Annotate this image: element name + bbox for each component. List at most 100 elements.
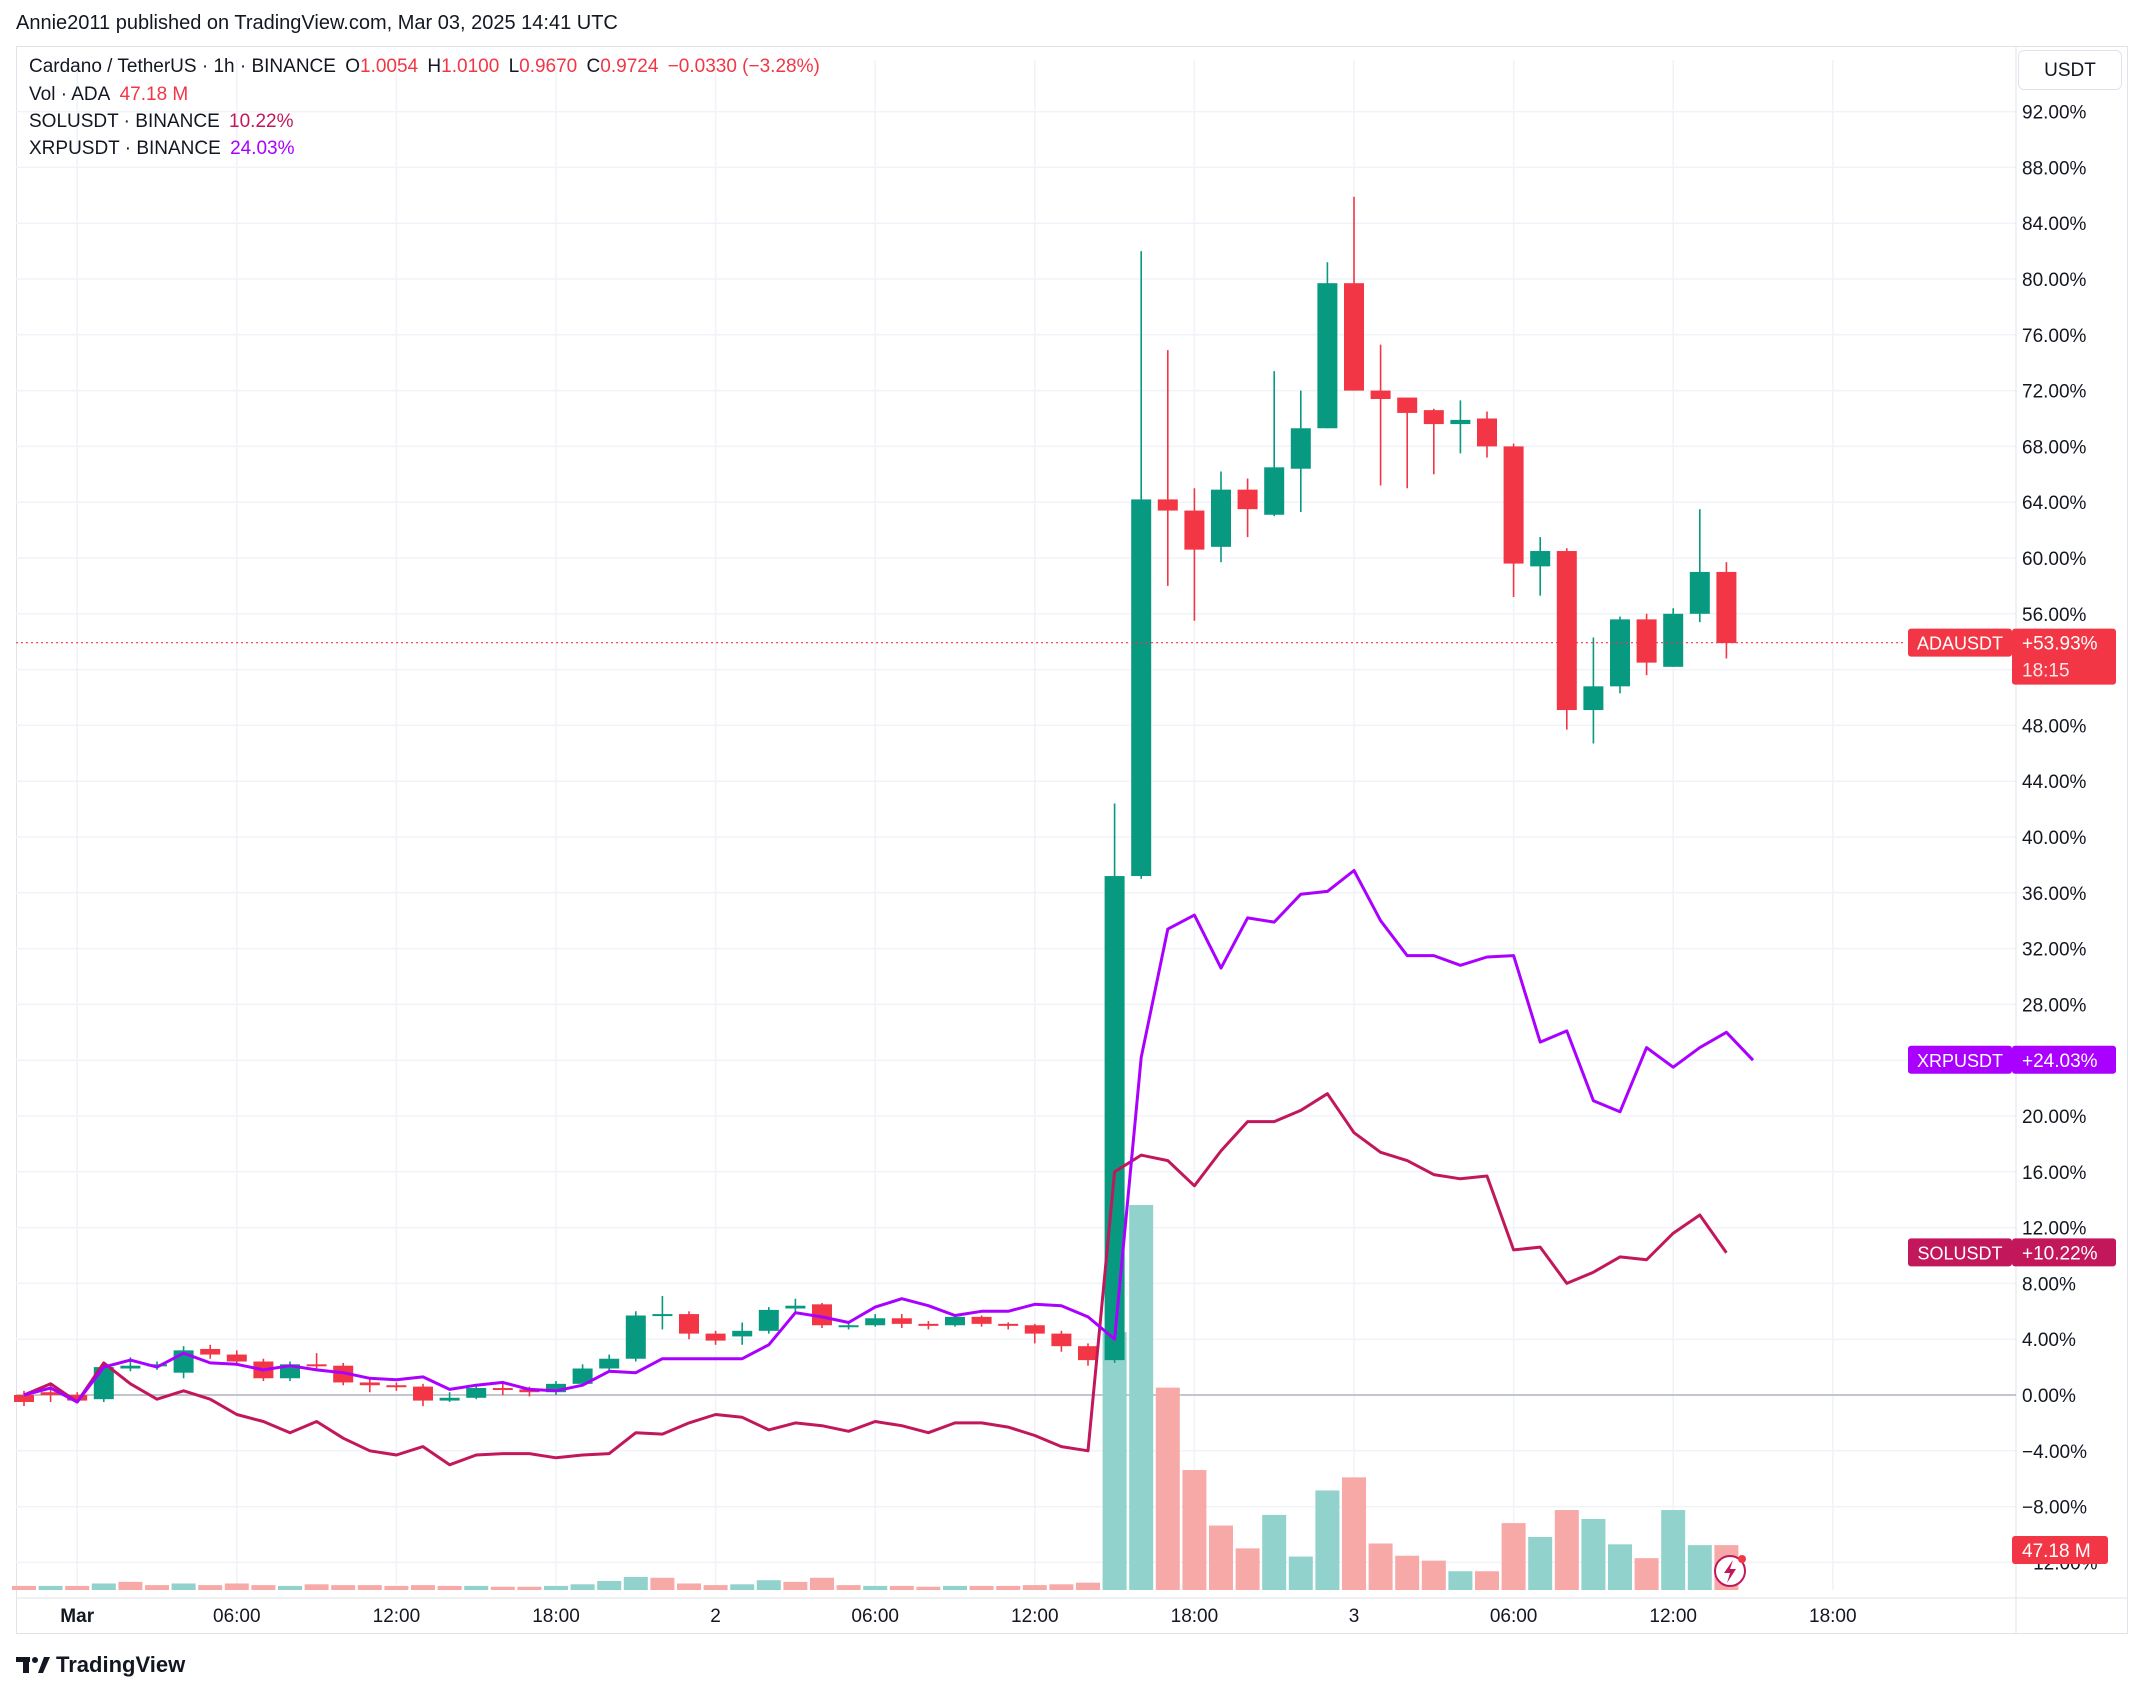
tag-name-xrpusdt xyxy=(1908,1045,2012,1074)
tag-value-label: +53.93% xyxy=(2022,634,2098,655)
volume-bar xyxy=(1395,1555,1420,1590)
candle-body xyxy=(865,1318,886,1326)
candle-body xyxy=(1237,489,1258,510)
x-tick-label: 06:00 xyxy=(1490,1606,1538,1627)
volume-bar xyxy=(251,1585,276,1590)
candle-body xyxy=(1503,446,1524,564)
candle-body xyxy=(785,1305,806,1309)
legend-xrp-label[interactable]: XRPUSDT · BINANCE xyxy=(29,138,221,159)
candle-body xyxy=(1663,613,1684,667)
y-tick-label: 76.00% xyxy=(2022,326,2087,347)
candle-body xyxy=(466,1388,487,1398)
y-tick-label: 80.00% xyxy=(2022,270,2087,291)
legend-sol-label[interactable]: SOLUSDT · BINANCE xyxy=(29,111,220,132)
legend-close-value: 0.9724 xyxy=(600,56,659,77)
y-tick-label: −8.00% xyxy=(2022,1498,2087,1519)
series-line-solusdt xyxy=(23,1092,1728,1467)
volume-bar xyxy=(490,1586,515,1590)
volume-bar xyxy=(145,1585,169,1590)
y-tick-label: 48.00% xyxy=(2022,716,2087,737)
candle-body xyxy=(226,1354,247,1362)
candle-body xyxy=(1636,619,1657,663)
x-tick-label: Mar xyxy=(60,1606,94,1627)
volume-axis-tag xyxy=(2012,1536,2108,1564)
volume-bar xyxy=(1368,1543,1393,1590)
currency-unit-button[interactable]: USDT xyxy=(2018,50,2122,90)
candle-body xyxy=(200,1348,221,1355)
y-tick-label: 56.00% xyxy=(2022,605,2087,626)
legend-open-label: O xyxy=(345,56,361,77)
candle-body xyxy=(599,1358,620,1369)
volume-bar xyxy=(437,1585,462,1590)
tag-name-label: SOLUSDT xyxy=(1917,1243,2002,1263)
candle-body xyxy=(652,1314,673,1317)
volume-bar xyxy=(411,1585,435,1590)
volume-bar xyxy=(1022,1585,1047,1590)
volume-bar xyxy=(863,1585,888,1590)
volume-bar xyxy=(730,1584,755,1590)
legend-high-label: H xyxy=(427,56,442,77)
volume-bar xyxy=(756,1580,781,1590)
legend-open-value: 1.0054 xyxy=(360,56,419,77)
y-tick-label: 92.00% xyxy=(2022,103,2087,124)
volume-bar xyxy=(943,1585,967,1590)
volume-bar xyxy=(464,1585,489,1590)
volume-bar xyxy=(836,1585,861,1590)
volume-bar xyxy=(1581,1519,1606,1590)
candle-body xyxy=(732,1330,753,1337)
y-tick-label: 36.00% xyxy=(2022,884,2087,905)
y-tick-label: 20.00% xyxy=(2022,1107,2087,1128)
volume-bar xyxy=(91,1583,116,1590)
volume-bar xyxy=(1315,1490,1340,1590)
volume-axis-tag-label: 47.18 M xyxy=(2022,1541,2091,1562)
candle-body xyxy=(1344,283,1364,391)
candle-body xyxy=(1397,397,1418,413)
candle-body xyxy=(1078,1346,1098,1361)
legend-symbol[interactable]: Cardano / TetherUS · 1h · BINANCE xyxy=(29,56,336,77)
tag-value-label: +10.22% xyxy=(2022,1243,2098,1264)
volume-bar xyxy=(996,1585,1021,1590)
x-tick-label: 12:00 xyxy=(1011,1606,1059,1627)
legend-change: −0.0330 (−3.28%) xyxy=(667,56,820,77)
volume-bar xyxy=(12,1585,36,1590)
volume-bar xyxy=(570,1584,595,1590)
volume-bar xyxy=(677,1583,701,1590)
candle-body xyxy=(625,1315,646,1359)
tradingview-logo[interactable]: TradingView xyxy=(16,1652,185,1678)
candle-body xyxy=(359,1382,380,1386)
candle-body xyxy=(1450,419,1471,425)
volume-bar xyxy=(1129,1205,1154,1590)
candle-body xyxy=(679,1314,699,1334)
candle-body xyxy=(1290,428,1311,469)
chart-frame[interactable] xyxy=(16,46,2128,1634)
candle-body xyxy=(1211,489,1231,547)
candle-body xyxy=(891,1318,912,1324)
notification-dot xyxy=(1738,1555,1746,1563)
volume-bar xyxy=(1661,1510,1686,1590)
candle-body xyxy=(306,1364,327,1367)
volume-bar xyxy=(1528,1536,1553,1590)
y-tick-label: 72.00% xyxy=(2022,382,2087,403)
candle-body xyxy=(1689,571,1710,614)
candle-body xyxy=(705,1333,726,1341)
volume-bar xyxy=(650,1577,675,1590)
volume-bar xyxy=(224,1583,249,1590)
y-tick-label: 8.00% xyxy=(2022,1274,2076,1295)
volume-bar xyxy=(198,1585,223,1590)
candle-body xyxy=(492,1388,513,1391)
y-tick-label: 88.00% xyxy=(2022,158,2087,179)
candle-body xyxy=(1477,418,1497,447)
volume-bar xyxy=(623,1576,648,1590)
series-line-xrpusdt xyxy=(23,869,1755,1404)
tag-name-label: ADAUSDT xyxy=(1917,634,2003,654)
tag-value-xrpusdt xyxy=(2012,1045,2116,1074)
y-tick-label: 64.00% xyxy=(2022,493,2087,514)
tradingview-logo-text: TradingView xyxy=(56,1652,186,1677)
candle-body xyxy=(572,1368,593,1384)
volume-bar xyxy=(171,1583,196,1590)
legend-volume-label[interactable]: Vol · ADA xyxy=(29,84,111,105)
legend-volume: Vol · ADA 47.18 M xyxy=(29,84,192,106)
publish-caption: Annie2011 published on TradingView.com, … xyxy=(16,12,618,34)
x-tick-label: 18:00 xyxy=(1809,1606,1857,1627)
